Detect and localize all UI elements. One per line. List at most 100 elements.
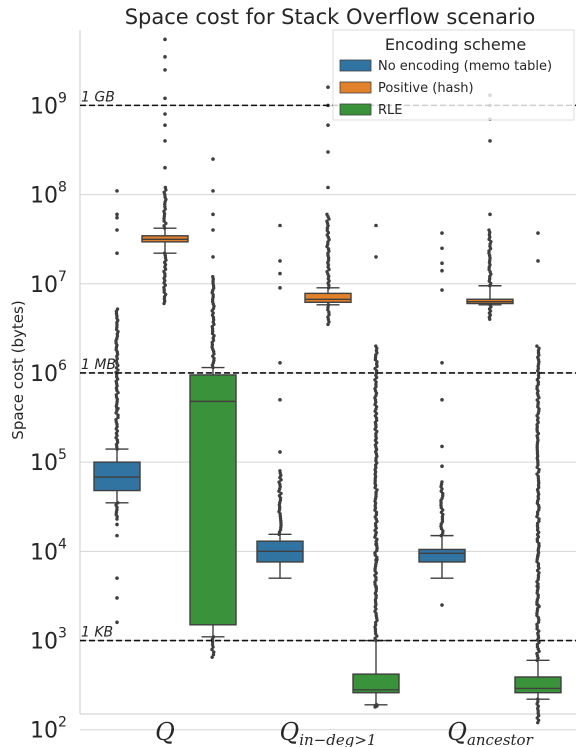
- flier-point: [115, 307, 120, 311]
- flier-point: [162, 251, 167, 255]
- box-0-1: [256, 223, 304, 579]
- flier-point: [488, 139, 492, 143]
- legend-swatch-1: [339, 81, 372, 94]
- flier-point: [440, 288, 444, 292]
- flier-point: [440, 360, 444, 365]
- flier-point: [373, 366, 377, 371]
- box-2-1: [352, 223, 400, 709]
- reference-label-1: 1 MB: [81, 357, 116, 373]
- flier-point: [115, 596, 119, 600]
- flier-point: [115, 620, 119, 625]
- flier-point: [115, 212, 119, 217]
- reference-label-0: 1 GB: [81, 89, 115, 105]
- flier-point: [325, 212, 329, 217]
- flier-point: [115, 251, 119, 256]
- flier-point: [536, 553, 540, 558]
- flier-point: [537, 517, 541, 521]
- chart-title: Space cost for Stack Overflow scenario: [125, 5, 536, 29]
- flier-point: [325, 270, 329, 274]
- flier-point: [374, 223, 378, 228]
- legend-title: Encoding scheme: [385, 35, 526, 54]
- box-2-2: [514, 231, 562, 725]
- flier-point: [536, 603, 540, 607]
- y-tick-label-1: 103: [30, 626, 67, 655]
- flier-point: [162, 190, 166, 194]
- flier-point: [212, 650, 216, 654]
- y-tick-label-6: 108: [30, 180, 67, 209]
- flier-point: [536, 711, 540, 715]
- flier-point: [211, 212, 215, 217]
- flier-point: [535, 344, 539, 348]
- flier-point: [375, 703, 379, 707]
- flier-point: [163, 68, 167, 72]
- flier-point: [440, 519, 445, 524]
- box-1-0: [141, 37, 189, 306]
- box-iqr: [352, 673, 400, 694]
- legend-box: [332, 29, 575, 121]
- flier-point: [278, 450, 282, 454]
- y-axis-label: Space cost (bytes): [9, 300, 27, 439]
- flier-point: [374, 585, 378, 589]
- flier-point: [163, 112, 167, 116]
- x-axis-ticks: Q Qin−deg>1 Qancestor: [155, 718, 533, 747]
- x-tick-label-0: Q: [155, 718, 175, 746]
- flier-point: [163, 123, 167, 127]
- x-tick-label-2: Qancestor: [447, 718, 533, 747]
- flier-point: [374, 344, 378, 348]
- y-axis-ticks: 102 103 104 105 106 107 108 109: [30, 90, 67, 743]
- box-iqr: [189, 374, 237, 626]
- flier-point: [374, 255, 378, 259]
- box-1-2: [466, 93, 514, 321]
- box-iqr: [304, 292, 352, 303]
- legend-entry-2: RLE: [378, 103, 403, 118]
- flier-point: [115, 576, 119, 580]
- flier-point: [163, 55, 167, 59]
- flier-point: [115, 522, 119, 527]
- flier-point: [163, 96, 167, 101]
- box-0-2: [418, 231, 466, 607]
- flier-point: [326, 123, 330, 127]
- flier-point: [278, 271, 282, 276]
- flier-point: [278, 286, 282, 290]
- box-0-0: [93, 189, 141, 625]
- flier-point: [164, 221, 168, 226]
- box-iqr: [418, 548, 466, 563]
- flier-point: [537, 467, 541, 472]
- flier-point: [535, 651, 539, 656]
- x-tick-label-1: Qin−deg>1: [280, 718, 377, 747]
- flier-point: [210, 647, 214, 652]
- flier-point: [114, 503, 118, 507]
- flier-point: [374, 542, 378, 547]
- flier-point: [211, 652, 216, 657]
- flier-point: [278, 397, 282, 402]
- flier-point: [440, 464, 444, 469]
- flier-point: [163, 139, 167, 143]
- flier-point: [211, 635, 216, 639]
- flier-point: [440, 261, 444, 266]
- flier-point: [162, 224, 166, 228]
- flier-point: [440, 268, 444, 273]
- flier-point: [327, 312, 331, 317]
- flier-point: [487, 228, 491, 232]
- flier-point: [115, 533, 119, 538]
- flier-point: [536, 259, 540, 263]
- flier-point: [115, 215, 119, 220]
- flier-point: [440, 444, 444, 449]
- flier-point: [115, 189, 119, 193]
- flier-point: [162, 219, 166, 223]
- flier-point: [537, 346, 541, 351]
- flier-point: [163, 165, 167, 170]
- y-tick-label-0: 102: [30, 715, 67, 744]
- flier-point: [326, 185, 330, 190]
- flier-point: [278, 259, 282, 263]
- gridlines: [79, 30, 576, 731]
- reference-lines: 1 GB 1 MB 1 KB: [80, 89, 576, 642]
- flier-point: [488, 212, 492, 217]
- flier-point: [440, 231, 444, 235]
- flier-point: [116, 413, 120, 417]
- flier-point: [163, 37, 167, 42]
- box-1-1: [304, 85, 352, 327]
- flier-point: [278, 469, 282, 473]
- flier-point: [211, 228, 215, 232]
- flier-point: [211, 255, 215, 259]
